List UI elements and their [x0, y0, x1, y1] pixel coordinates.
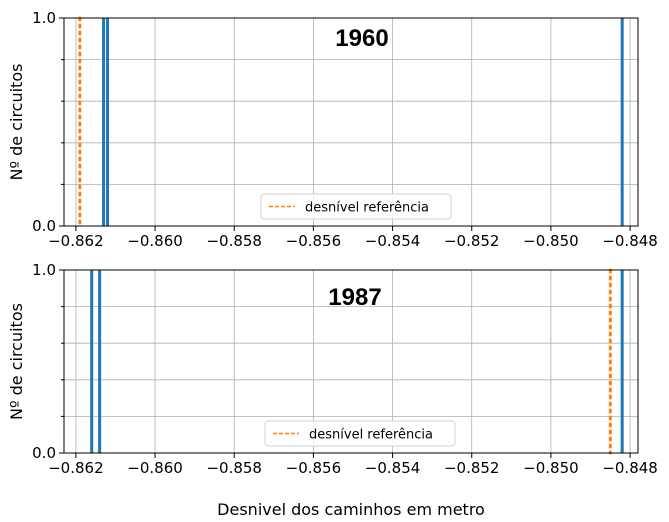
x-tick-label: −0.858: [206, 232, 262, 250]
plot-frame: [63, 17, 639, 227]
plot-frame: [63, 269, 639, 454]
legend-box: [264, 420, 456, 447]
legend-label: desnível referência: [309, 428, 433, 443]
y-axis-label: Nº de circuitos: [7, 303, 26, 420]
x-tick-label: −0.860: [127, 459, 183, 477]
chart-panel-1987: −0.862 −0.860 −0.858 −0.856 −0.854 −0.852 −0.8…: [7, 261, 658, 519]
x-tick-label: −0.862: [48, 459, 104, 477]
y-tick-label: 0.0: [32, 444, 56, 462]
y-tick-label: 1.0: [32, 9, 56, 27]
legend-label: desnível referência: [305, 201, 429, 216]
x-tick-label: −0.858: [206, 459, 262, 477]
panel-title: 1987: [328, 284, 381, 311]
legend-box: [260, 193, 452, 220]
x-tick-label: −0.854: [365, 459, 421, 477]
x-tick-label: −0.850: [523, 232, 579, 250]
panel-title: 1960: [335, 25, 388, 52]
x-tick-label: −0.862: [48, 232, 104, 250]
x-axis-label: Desnivel dos caminhos em metro: [217, 500, 485, 519]
x-tick-label: −0.856: [286, 232, 342, 250]
x-tick-label: −0.852: [444, 459, 500, 477]
x-tick-label: −0.860: [127, 232, 183, 250]
y-tick-label: 0.0: [32, 217, 56, 235]
x-tick-label: −0.850: [523, 459, 579, 477]
y-tick-label: 1.0: [32, 261, 56, 279]
x-tick-label: −0.856: [286, 459, 342, 477]
chart-panel-1960: −0.862 −0.860 −0.858 −0.856 −0.854 −0.852 −0.8…: [7, 9, 658, 250]
x-tick-label: −0.848: [602, 459, 658, 477]
x-tick-label: −0.848: [602, 232, 658, 250]
y-axis-label: Nº de circuitos: [7, 64, 26, 181]
x-tick-label: −0.852: [444, 232, 500, 250]
x-tick-label: −0.854: [365, 232, 421, 250]
